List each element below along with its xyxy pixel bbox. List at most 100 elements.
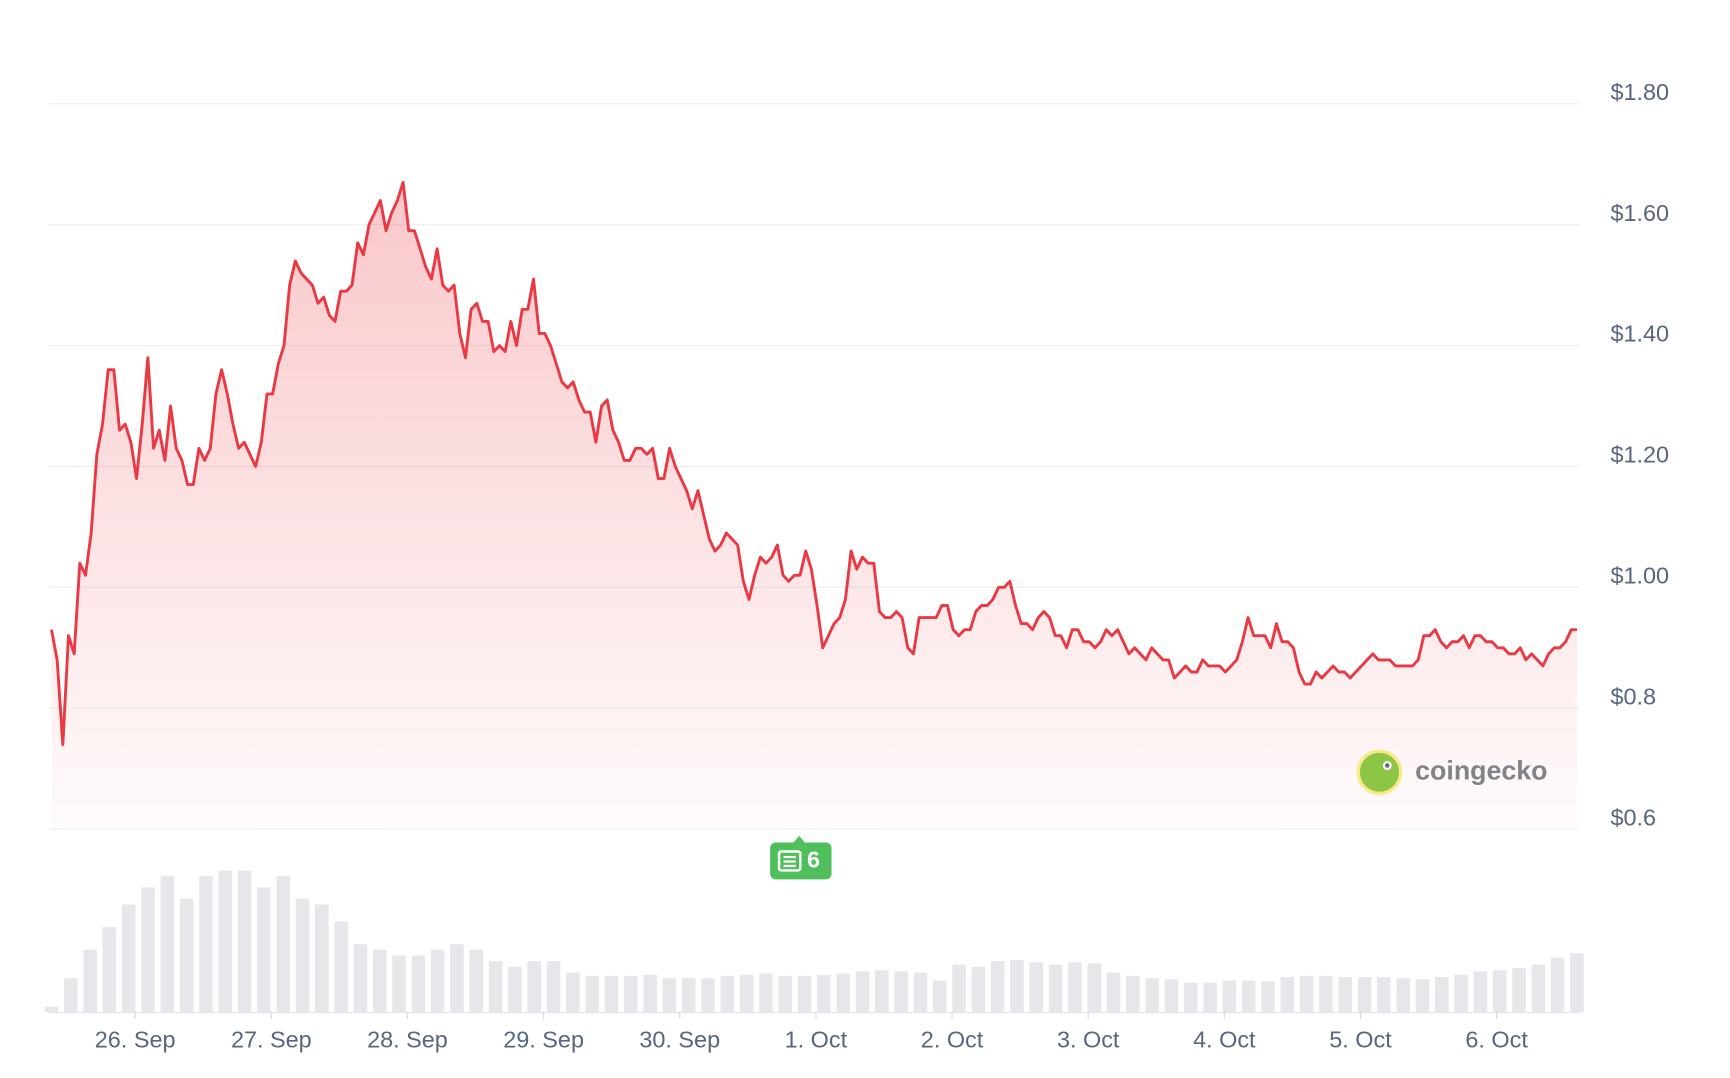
news-badge[interactable]: 6: [770, 835, 832, 880]
volume-bar: [430, 949, 445, 1013]
volume-bar: [64, 978, 78, 1013]
volume-bar: [276, 876, 290, 1013]
volume-bar: [469, 949, 484, 1013]
watermark-logo-pupil: [1385, 763, 1390, 768]
x-tick-label: 6. Oct: [1465, 1026, 1528, 1052]
volume-bar: [44, 1006, 59, 1013]
volume-bar: [701, 978, 715, 1013]
volume-bar: [83, 949, 97, 1013]
volume-bar: [1473, 971, 1488, 1013]
volume-bar: [1241, 980, 1256, 1013]
volume-bar: [739, 974, 754, 1013]
volume-bar: [1570, 953, 1584, 1013]
volume-bars: [44, 870, 1584, 1013]
volume-bar: [1319, 975, 1333, 1013]
volume-bar: [179, 898, 194, 1013]
news-badge-pointer: [792, 835, 806, 844]
volume-bar: [932, 980, 947, 1013]
volume-bar: [1184, 982, 1198, 1013]
news-icon: [777, 850, 802, 872]
volume-bar: [334, 921, 348, 1013]
watermark-logo: [1358, 751, 1401, 794]
volume-bar: [1126, 975, 1140, 1013]
volume-bar: [1087, 963, 1101, 1013]
volume-bar: [1299, 975, 1314, 1013]
volume-bar: [257, 887, 271, 1013]
volume-bar: [546, 961, 561, 1013]
volume-bar: [662, 978, 677, 1013]
volume-bar: [759, 973, 773, 1013]
volume-bar: [411, 955, 426, 1013]
volume-bar: [1048, 964, 1063, 1013]
volume-bar: [875, 970, 889, 1013]
volume-bar: [971, 966, 986, 1013]
volume-bar: [102, 927, 117, 1013]
volume-bar: [797, 975, 812, 1013]
x-tick-label: 1. Oct: [785, 1026, 848, 1052]
x-tick-label: 3. Oct: [1057, 1026, 1120, 1052]
volume-bar: [121, 904, 136, 1013]
volume-bar: [624, 975, 638, 1013]
y-tick-label: $0.6: [1610, 804, 1656, 830]
volume-bar: [681, 978, 696, 1013]
y-tick-label: $1.20: [1610, 442, 1669, 468]
volume-bar: [1396, 978, 1410, 1013]
volume-bar: [488, 961, 503, 1013]
volume-bar: [1106, 972, 1121, 1013]
x-tick-label: 2. Oct: [921, 1026, 984, 1052]
x-tick-label: 29. Sep: [503, 1026, 584, 1052]
y-tick-label: $0.8: [1610, 683, 1656, 709]
volume-bar: [353, 944, 368, 1013]
volume-bar: [1377, 977, 1391, 1013]
volume-bar: [237, 870, 252, 1013]
x-tick-label: 28. Sep: [367, 1026, 448, 1052]
volume-bar: [1357, 977, 1372, 1013]
volume-bar: [1512, 967, 1526, 1013]
volume-bar: [315, 904, 329, 1013]
volume-bar: [1010, 960, 1024, 1013]
volume-bar: [392, 955, 406, 1013]
watermark: coingecko: [1356, 749, 1548, 796]
volume-bar: [1164, 979, 1179, 1013]
x-tick-label: 26. Sep: [95, 1026, 176, 1052]
y-tick-label: $1.40: [1610, 321, 1669, 347]
y-tick-label: $1.60: [1610, 200, 1669, 226]
volume-bar: [1029, 962, 1044, 1013]
news-badge-count: 6: [807, 847, 820, 873]
volume-bar: [1068, 962, 1082, 1013]
x-tick-label: 4. Oct: [1193, 1026, 1256, 1052]
watermark-logo-ring: [1356, 749, 1403, 796]
volume-bar: [952, 964, 966, 1013]
volume-bar: [1222, 980, 1237, 1013]
volume-bar: [1145, 978, 1159, 1013]
volume-bar: [141, 887, 155, 1013]
volume-bar: [1435, 977, 1449, 1013]
volume-bar: [1338, 977, 1353, 1013]
volume-bar: [508, 966, 522, 1013]
volume-bar: [1454, 974, 1468, 1013]
volume-bar: [990, 961, 1005, 1013]
volume-bar: [1203, 982, 1217, 1013]
volume-bar: [778, 975, 793, 1013]
price-line: [50, 180, 1577, 746]
volume-bar: [527, 961, 541, 1013]
volume-bar: [894, 971, 908, 1013]
y-tick-label: $1.80: [1610, 79, 1669, 105]
volume-bar: [218, 870, 233, 1013]
x-tick-label: 5. Oct: [1329, 1026, 1392, 1052]
volume-bar: [1280, 977, 1295, 1013]
axis-labels: $1.80 $1.60 $1.40 $1.20 $1.00 $0.8 $0.6 26. Sep…: [95, 79, 1669, 1052]
y-tick-label: $1.00: [1610, 563, 1669, 589]
volume-bar: [160, 876, 175, 1013]
volume-bar: [604, 975, 619, 1013]
volume-bar: [720, 975, 735, 1013]
volume-bar: [913, 972, 928, 1013]
volume-bar: [450, 944, 464, 1013]
volume-bar: [372, 949, 387, 1013]
volume-bar: [1261, 981, 1275, 1013]
volume-bar: [295, 898, 310, 1013]
x-tick-label: 27. Sep: [231, 1026, 312, 1052]
volume-bar: [836, 973, 850, 1013]
